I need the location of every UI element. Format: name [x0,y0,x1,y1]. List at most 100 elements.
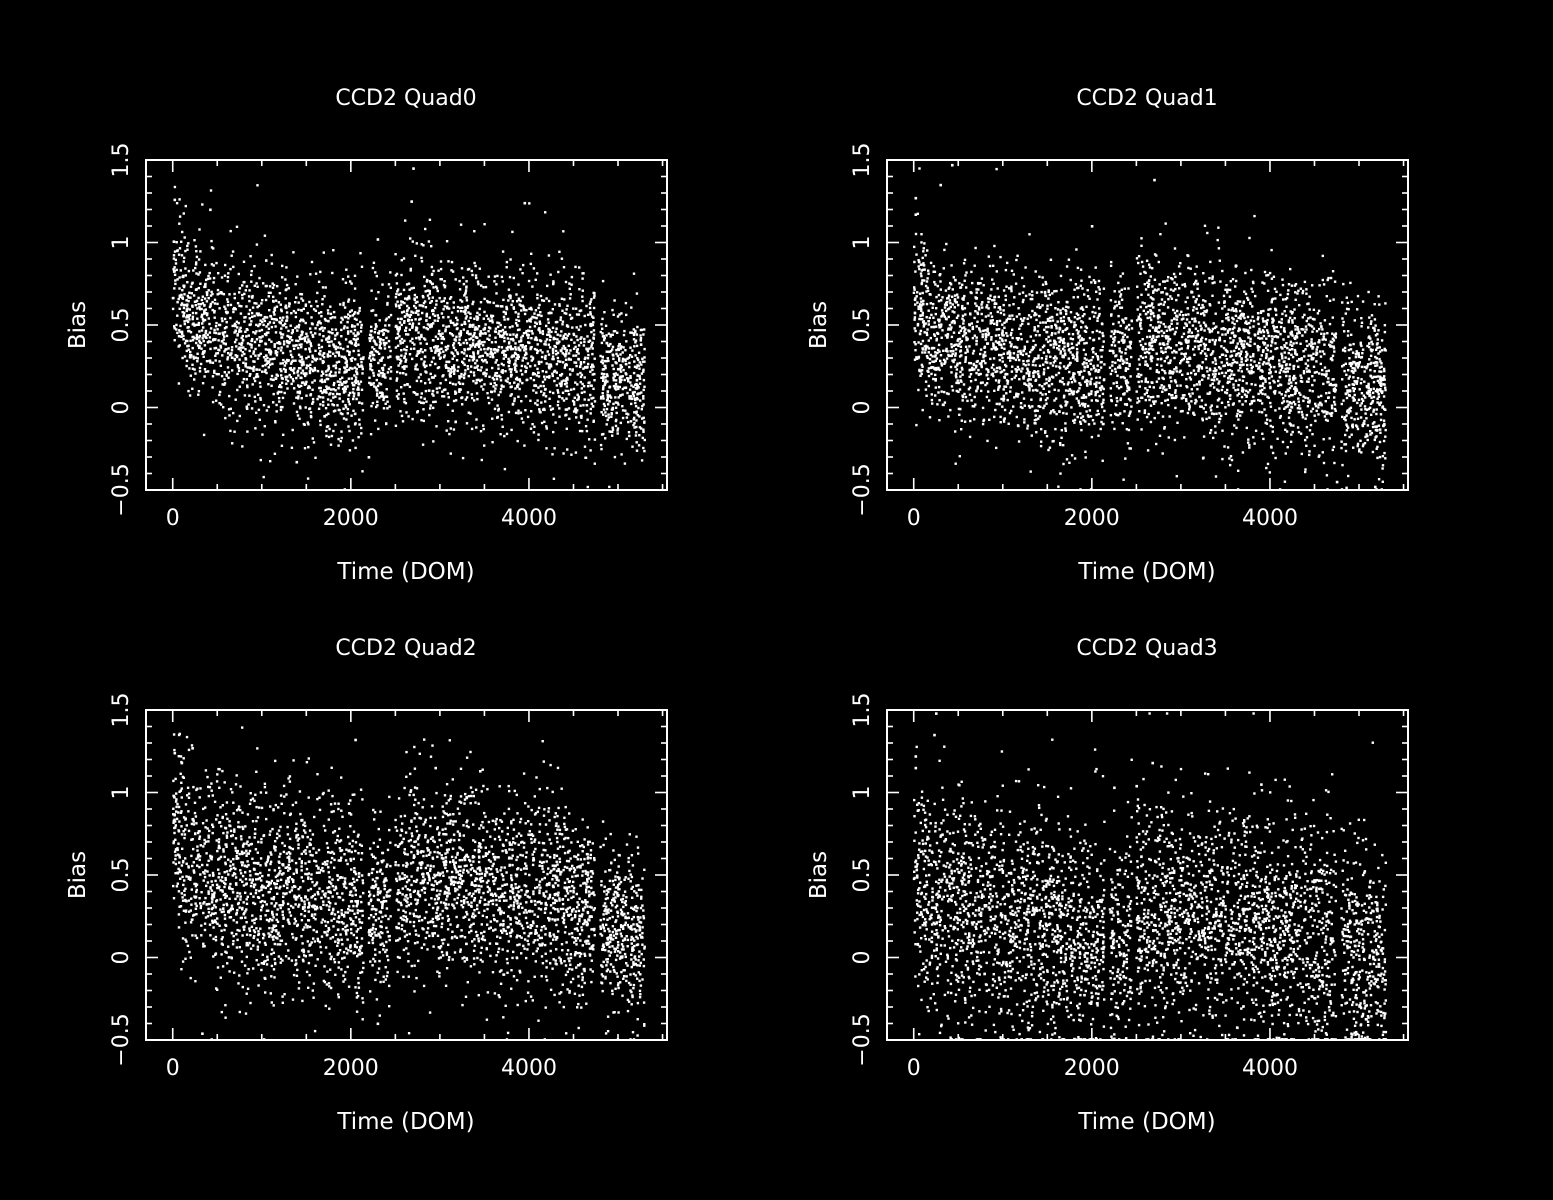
scatter-point [213,316,216,319]
scatter-point [299,292,302,296]
scatter-point [637,392,640,395]
scatter-point [607,416,610,419]
scatter-point [531,285,534,288]
scatter-point [327,337,331,340]
scatter-point [914,232,918,236]
scatter-point [416,350,419,353]
scatter-point [440,278,443,281]
scatter-point [292,371,296,375]
scatter-point [487,346,490,350]
scatter-point [944,361,947,364]
scatter-point [508,361,511,365]
scatter-point [459,333,462,337]
scatter-point [396,317,400,321]
scatter-point [222,406,225,409]
scatter-point [938,368,941,372]
scatter-point [332,429,335,433]
scatter-point [499,390,502,394]
scatter-point [619,394,622,397]
scatter-point [378,346,381,349]
scatter-point [608,400,611,403]
scatter-point [349,366,352,370]
scatter-point [182,260,185,263]
scatter-point [174,279,177,282]
scatter-point [1002,397,1006,400]
scatter-point [302,372,306,376]
scatter-point [981,306,984,309]
scatter-point [259,314,263,317]
scatter-point [582,344,586,347]
scatter-point [453,323,456,327]
scatter-point [408,385,412,388]
scatter-point [242,361,245,364]
scatter-point [314,272,318,275]
scatter-point [405,365,408,368]
scatter-point [966,399,969,403]
scatter-point [530,329,533,333]
scatter-point [602,387,605,390]
scatter-point [213,298,217,301]
scatter-point [296,369,300,373]
scatter-point [1002,289,1006,292]
scatter-point [372,261,376,264]
scatter-point [600,372,604,375]
scatter-point [502,357,505,360]
scatter-point [185,309,188,313]
scatter-point [243,394,247,397]
scatter-point [539,331,542,334]
scatter-point [458,389,461,392]
scatter-point [592,336,595,339]
scatter-point [964,356,968,359]
scatter-point [357,382,360,385]
scatter-point [238,287,242,290]
scatter-point [294,326,297,330]
scatter-point [549,408,553,411]
scatter-point [925,316,928,319]
scatter-point [438,296,441,300]
scatter-point [535,338,539,342]
scatter-point [311,333,314,337]
scatter-point [541,370,544,373]
scatter-point [171,307,175,311]
scatter-point [1043,344,1046,347]
scatter-point [237,272,240,276]
scatter-point [224,263,227,267]
scatter-point [579,371,582,375]
scatter-point [917,259,920,262]
scatter-point [489,382,492,385]
scatter-point [472,379,475,383]
scatter-point [1056,308,1060,311]
scatter-point [961,327,964,330]
scatter-point [603,383,606,387]
scatter-point [616,385,619,388]
scatter-point [539,311,542,314]
scatter-point [602,432,605,436]
scatter-point [430,300,433,303]
scatter-point [629,376,632,379]
scatter-point [993,306,996,309]
scatter-point [342,327,346,330]
scatter-point [544,400,547,403]
scatter-point [329,443,333,446]
scatter-point [273,345,276,348]
scatter-point [300,376,303,380]
scatter-point [442,324,445,327]
scatter-point [295,410,299,414]
scatter-point [927,323,930,326]
scatter-point [303,447,307,450]
scatter-point [325,385,328,388]
scatter-point [387,339,391,343]
scatter-point [1066,364,1070,367]
scatter-point [272,311,275,314]
scatter-point [422,364,426,367]
scatter-point [1018,378,1021,381]
scatter-point [195,288,198,291]
scatter-point [1035,357,1038,360]
scatter-point [373,348,376,351]
scatter-point [1094,311,1097,315]
scatter-point [285,378,288,381]
scatter-point [398,306,401,309]
scatter-point [245,378,248,381]
scatter-point [355,367,358,371]
scatter-point [389,271,392,274]
